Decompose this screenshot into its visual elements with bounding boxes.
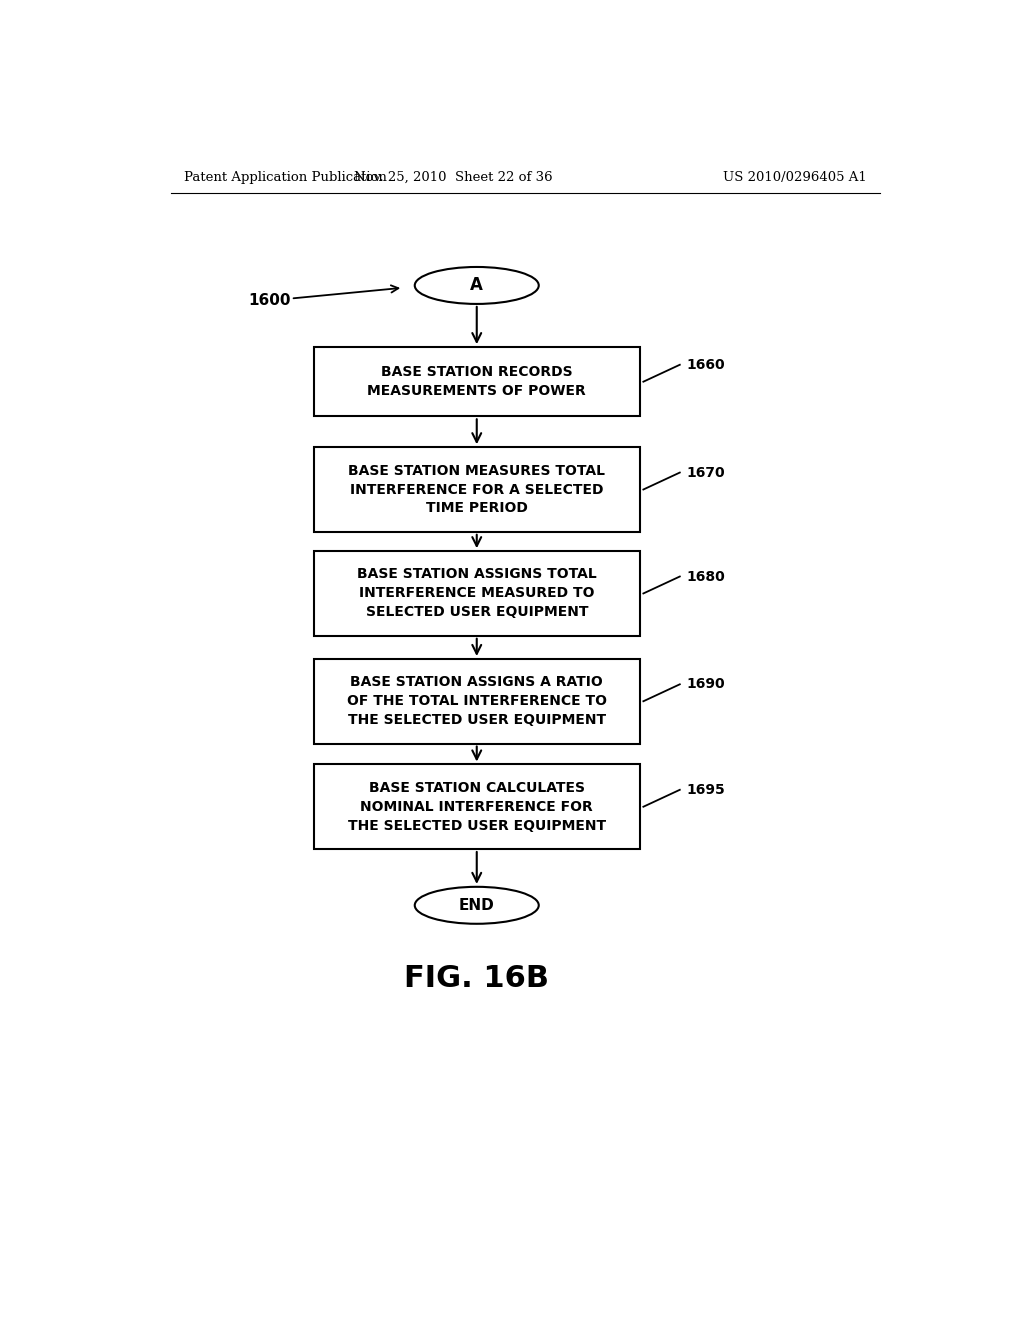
- Text: BASE STATION MEASURES TOTAL
INTERFERENCE FOR A SELECTED
TIME PERIOD: BASE STATION MEASURES TOTAL INTERFERENCE…: [348, 463, 605, 515]
- Bar: [314, 659, 640, 743]
- Text: BASE STATION ASSIGNS A RATIO
OF THE TOTAL INTERFERENCE TO
THE SELECTED USER EQUI: BASE STATION ASSIGNS A RATIO OF THE TOTA…: [347, 676, 607, 727]
- Text: 1670: 1670: [686, 466, 725, 479]
- Text: 1695: 1695: [686, 783, 725, 797]
- Text: BASE STATION ASSIGNS TOTAL
INTERFERENCE MEASURED TO
SELECTED USER EQUIPMENT: BASE STATION ASSIGNS TOTAL INTERFERENCE …: [357, 568, 597, 619]
- Text: BASE STATION CALCULATES
NOMINAL INTERFERENCE FOR
THE SELECTED USER EQUIPMENT: BASE STATION CALCULATES NOMINAL INTERFER…: [348, 781, 606, 833]
- Ellipse shape: [415, 267, 539, 304]
- Text: US 2010/0296405 A1: US 2010/0296405 A1: [723, 172, 866, 185]
- Ellipse shape: [415, 887, 539, 924]
- Text: A: A: [470, 276, 483, 294]
- Text: 1660: 1660: [686, 358, 725, 372]
- Text: 1680: 1680: [686, 569, 725, 583]
- Text: FIG. 16B: FIG. 16B: [404, 964, 549, 993]
- Text: Patent Application Publication: Patent Application Publication: [183, 172, 387, 185]
- Text: 1690: 1690: [686, 677, 725, 692]
- Bar: [314, 447, 640, 532]
- Text: END: END: [459, 898, 495, 913]
- Text: Nov. 25, 2010  Sheet 22 of 36: Nov. 25, 2010 Sheet 22 of 36: [354, 172, 553, 185]
- Bar: [314, 764, 640, 849]
- Text: 1600: 1600: [248, 293, 291, 309]
- Bar: [314, 347, 640, 416]
- Text: BASE STATION RECORDS
MEASUREMENTS OF POWER: BASE STATION RECORDS MEASUREMENTS OF POW…: [368, 366, 586, 399]
- Bar: [314, 552, 640, 636]
